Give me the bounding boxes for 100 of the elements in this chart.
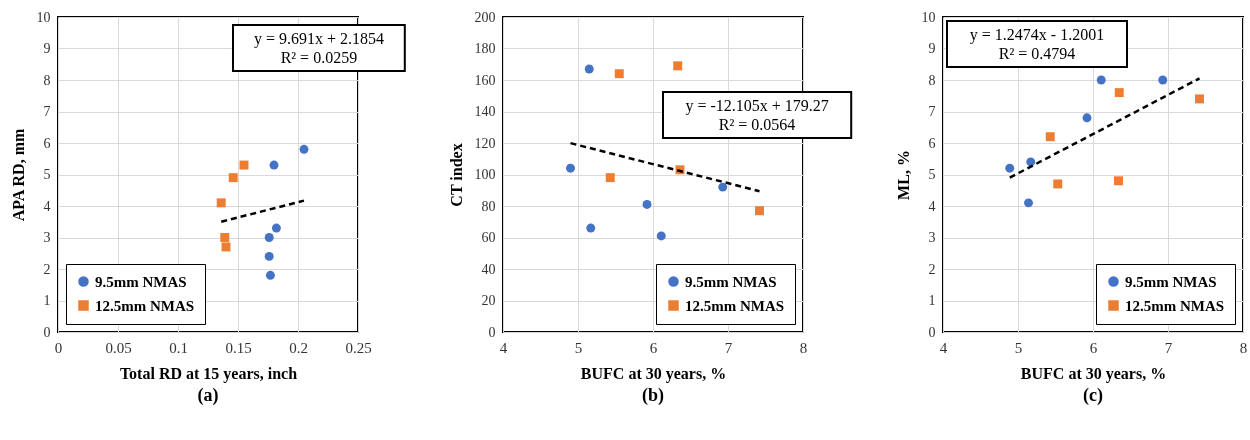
point <box>265 270 275 280</box>
x-axis-title: BUFC at 30 years, % <box>1020 364 1167 383</box>
y-tick-label: 1 <box>43 293 51 308</box>
y-tick-label: 40 <box>481 261 496 277</box>
annotation: R² = 0.0259 <box>280 49 358 66</box>
y-tick-label: 200 <box>474 9 496 25</box>
y-tick-label: 10 <box>36 9 51 25</box>
x-tick-label: 0.1 <box>169 339 188 356</box>
y-tick-label: 6 <box>928 135 936 151</box>
x-tick-label: 4 <box>499 339 508 356</box>
legend-label: 9.5mm NMAS <box>685 273 777 290</box>
y-tick-label: 140 <box>474 104 496 119</box>
x-tick-label: 0.05 <box>105 339 132 356</box>
y-tick-label: 7 <box>43 104 51 119</box>
point <box>1195 94 1204 104</box>
y-tick-label: 2 <box>43 261 51 277</box>
y-tick-label: 9 <box>43 41 51 56</box>
y-tick-label: 160 <box>474 72 496 88</box>
annotation: R² = 0.0564 <box>718 116 796 133</box>
annotation: R² = 0.4794 <box>998 45 1076 62</box>
point <box>1082 113 1092 123</box>
x-tick-label: 0.25 <box>345 339 372 356</box>
y-axis-title: CT index <box>447 143 465 207</box>
x-tick-label: 5 <box>1014 339 1023 356</box>
point <box>299 144 309 154</box>
annotation: y = 1.2474x - 1.2001 <box>969 26 1105 44</box>
point <box>614 69 624 79</box>
y-tick-label: 5 <box>928 167 936 182</box>
point <box>269 160 279 170</box>
x-tick-label: 0 <box>54 339 63 356</box>
text: (b) <box>642 385 664 406</box>
y-tick-label: 4 <box>43 198 51 214</box>
point <box>1096 75 1106 85</box>
legend-label: 12.5mm NMAS <box>1125 297 1225 314</box>
point <box>584 64 594 74</box>
point <box>1053 179 1063 189</box>
x-tick-label: 0.2 <box>289 339 308 356</box>
y-axis-title: APA RD, mm <box>9 128 27 222</box>
legend-label: 9.5mm NMAS <box>95 273 187 290</box>
y-axis-title: ML, % <box>894 150 912 200</box>
x-tick-label: 0.15 <box>225 339 252 356</box>
legend-label: 12.5mm NMAS <box>685 297 785 314</box>
point <box>1114 88 1124 98</box>
point <box>642 199 652 209</box>
text: (c) <box>1083 385 1103 406</box>
y-tick-label: 0 <box>928 324 936 340</box>
x-tick-label: 8 <box>1239 339 1248 356</box>
y-tick-label: 180 <box>474 41 496 56</box>
point <box>1024 198 1033 208</box>
point <box>586 223 596 233</box>
x-tick-label: 8 <box>799 339 808 356</box>
annotation: y = -12.105x + 179.27 <box>685 97 829 115</box>
point <box>1158 75 1168 85</box>
text: (a) <box>197 385 219 406</box>
point <box>228 173 238 183</box>
point <box>271 223 281 233</box>
y-tick-label: 1 <box>928 293 936 308</box>
y-tick-label: 9 <box>928 41 936 56</box>
y-tick-label: 0 <box>488 324 496 340</box>
y-tick-label: 4 <box>928 198 936 214</box>
x-tick-label: 7 <box>724 339 733 356</box>
point <box>718 182 728 192</box>
y-tick-label: 5 <box>43 167 51 182</box>
point <box>264 251 274 261</box>
y-tick-label: 2 <box>928 261 936 277</box>
x-tick-label: 5 <box>574 339 583 356</box>
x-tick-label: 6 <box>649 339 658 356</box>
y-tick-label: 20 <box>481 293 496 308</box>
point <box>1114 176 1123 186</box>
legend-label: 9.5mm NMAS <box>1125 273 1217 290</box>
x-tick-label: 4 <box>939 339 948 356</box>
x-tick-label: 6 <box>1089 339 1098 356</box>
x-axis-title: Total RD at 15 years, inch <box>119 364 298 383</box>
y-tick-label: 8 <box>928 72 936 88</box>
legend-label: 12.5mm NMAS <box>95 297 195 314</box>
point <box>566 163 575 173</box>
point <box>264 233 274 242</box>
point <box>755 206 764 216</box>
y-tick-label: 0 <box>43 324 51 340</box>
annotation: y = 9.691x + 2.1854 <box>253 30 384 48</box>
point <box>239 160 249 170</box>
point <box>220 233 230 242</box>
y-tick-label: 3 <box>43 230 51 245</box>
y-tick-label: 60 <box>481 230 496 245</box>
y-tick-label: 100 <box>474 167 496 182</box>
point <box>605 173 615 183</box>
y-tick-label: 120 <box>474 135 496 151</box>
y-tick-label: 3 <box>928 230 936 245</box>
point <box>656 231 666 241</box>
x-tick-label: 7 <box>1164 339 1173 356</box>
point <box>221 242 231 252</box>
point <box>673 61 683 71</box>
y-tick-label: 10 <box>921 9 936 25</box>
y-tick-label: 8 <box>43 72 51 88</box>
point <box>1026 157 1036 167</box>
y-tick-label: 6 <box>43 135 51 151</box>
x-axis-title: BUFC at 30 years, % <box>580 364 727 383</box>
point <box>1045 132 1055 142</box>
y-tick-label: 7 <box>928 104 936 119</box>
point <box>216 198 226 208</box>
